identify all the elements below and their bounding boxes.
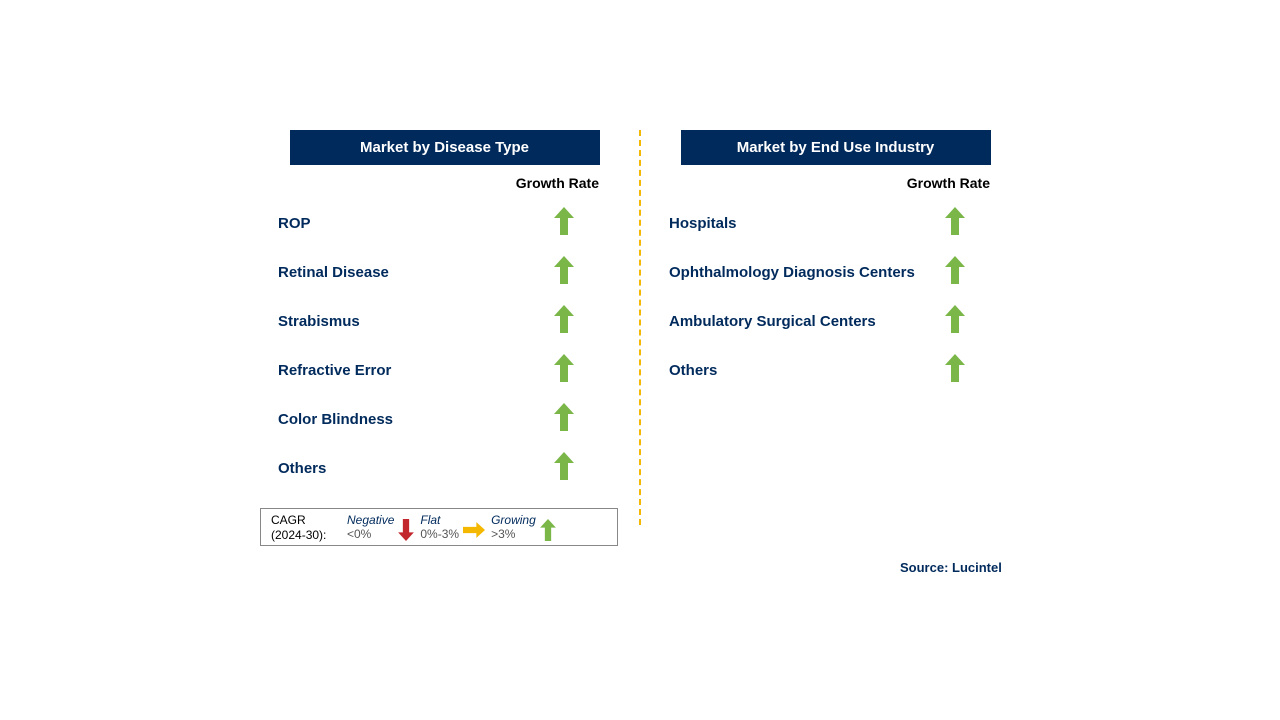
list-item: Strabismus <box>260 297 629 346</box>
growing-arrow-icon <box>540 519 556 541</box>
list-item: Color Blindness <box>260 395 629 444</box>
row-label: Hospitals <box>669 215 737 232</box>
columns-wrap: Market by Disease Type Growth Rate ROP R… <box>260 130 1020 546</box>
legend-box: CAGR(2024-30):Negative<0% Flat0%-3% Grow… <box>260 508 618 546</box>
list-item: Hospitals <box>651 199 1020 248</box>
left-column: Market by Disease Type Growth Rate ROP R… <box>260 130 629 546</box>
row-label: Ophthalmology Diagnosis Centers <box>669 264 915 281</box>
infographic-container: Market by Disease Type Growth Rate ROP R… <box>260 130 1020 546</box>
legend-item: Flat0%-3% <box>420 513 485 541</box>
row-label: ROP <box>278 215 311 232</box>
legend-item: Negative<0% <box>347 513 414 541</box>
row-label: Refractive Error <box>278 362 391 379</box>
legend-title: CAGR(2024-30): <box>271 513 341 543</box>
list-item: Others <box>260 444 629 493</box>
row-label: Color Blindness <box>278 411 393 428</box>
list-item: Others <box>651 346 1020 395</box>
growing-arrow-icon <box>554 452 574 485</box>
left-growth-label: Growth Rate <box>260 175 599 191</box>
list-item: Refractive Error <box>260 346 629 395</box>
growing-arrow-icon <box>554 207 574 240</box>
list-item: Ambulatory Surgical Centers <box>651 297 1020 346</box>
right-growth-label: Growth Rate <box>651 175 990 191</box>
row-label: Ambulatory Surgical Centers <box>669 313 876 330</box>
source-label: Source: Lucintel <box>900 560 1002 575</box>
row-label: Strabismus <box>278 313 360 330</box>
legend-item: Growing>3% <box>491 513 556 541</box>
growing-arrow-icon <box>945 305 965 338</box>
negative-arrow-icon <box>398 519 414 541</box>
list-item: ROP <box>260 199 629 248</box>
column-divider <box>639 130 641 525</box>
row-label: Others <box>669 362 717 379</box>
growing-arrow-icon <box>554 256 574 289</box>
growing-arrow-icon <box>945 256 965 289</box>
right-column: Market by End Use Industry Growth Rate H… <box>651 130 1020 546</box>
list-item: Ophthalmology Diagnosis Centers <box>651 248 1020 297</box>
growing-arrow-icon <box>554 354 574 387</box>
left-header: Market by Disease Type <box>290 130 600 165</box>
row-label: Retinal Disease <box>278 264 389 281</box>
right-rows: Hospitals Ophthalmology Diagnosis Center… <box>651 199 1020 395</box>
right-header: Market by End Use Industry <box>681 130 991 165</box>
flat-arrow-icon <box>463 522 485 538</box>
growing-arrow-icon <box>554 403 574 436</box>
growing-arrow-icon <box>945 354 965 387</box>
row-label: Others <box>278 460 326 477</box>
growing-arrow-icon <box>554 305 574 338</box>
left-rows: ROP Retinal Disease Strabismus Refractiv… <box>260 199 629 493</box>
list-item: Retinal Disease <box>260 248 629 297</box>
growing-arrow-icon <box>945 207 965 240</box>
